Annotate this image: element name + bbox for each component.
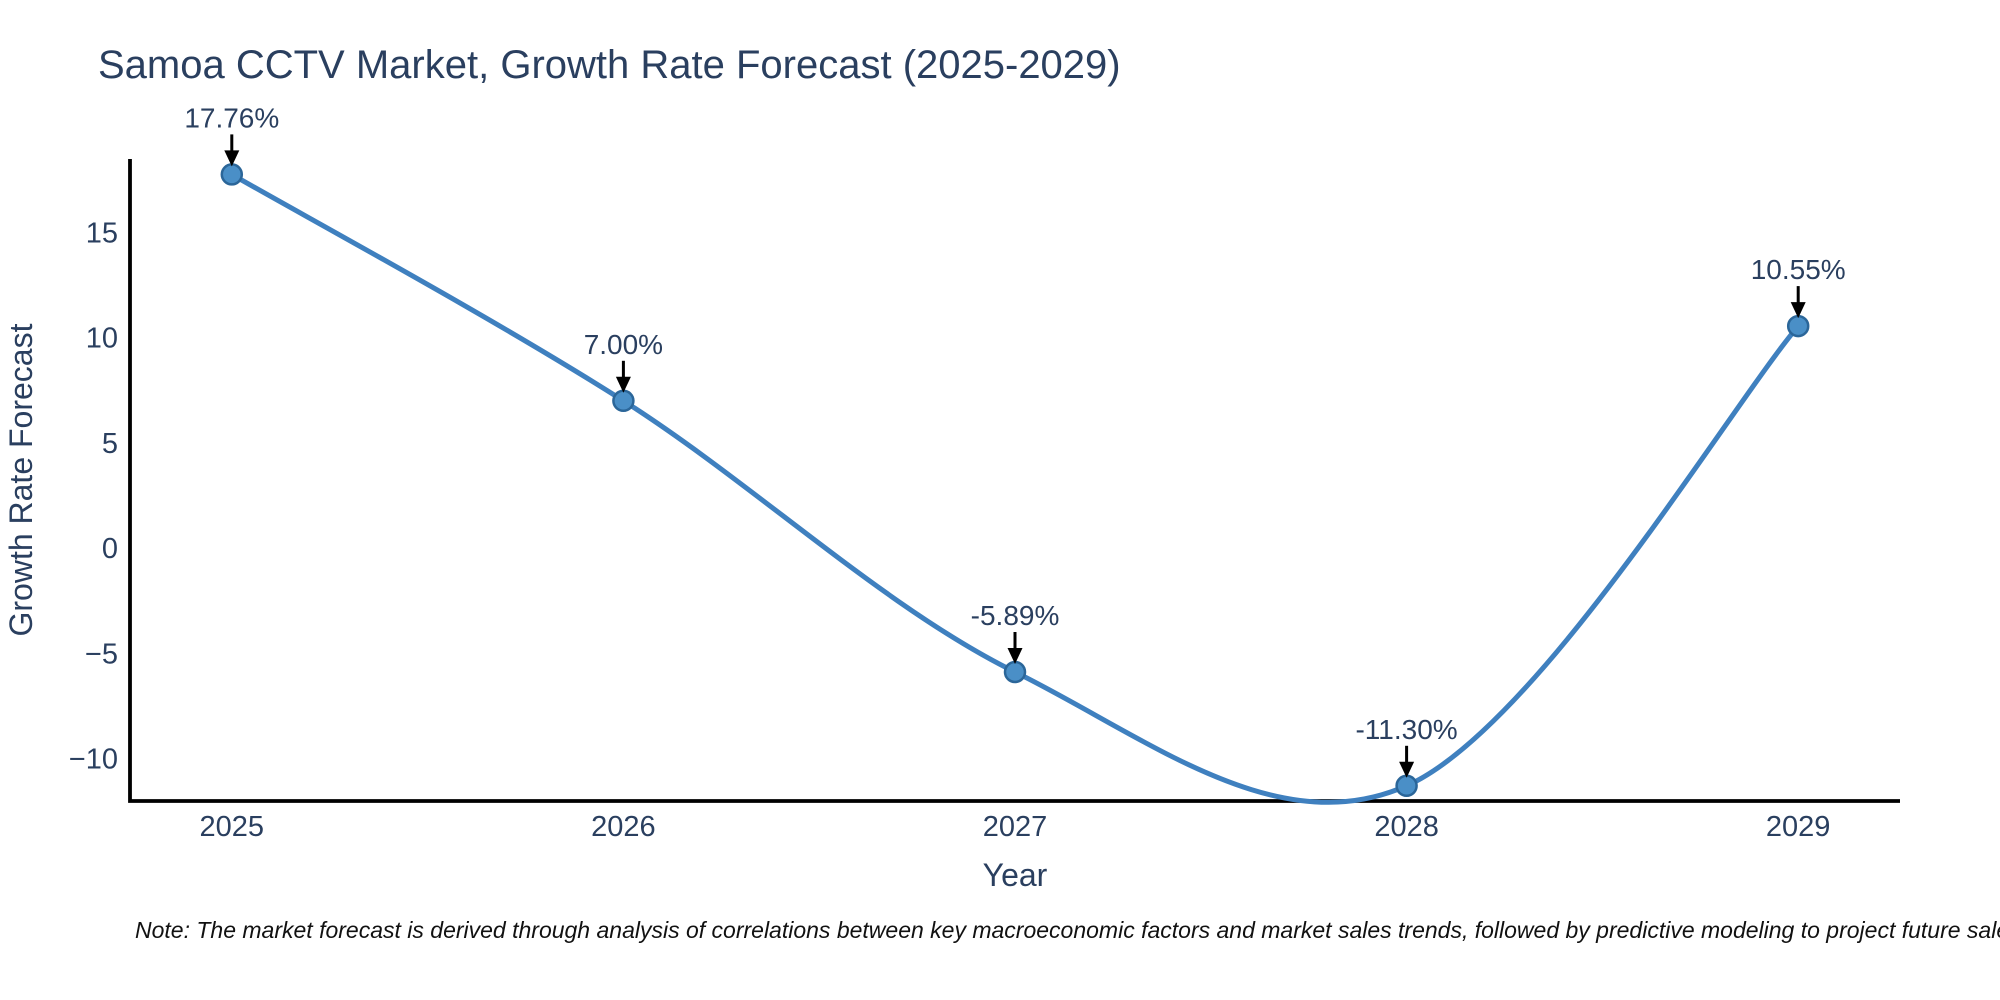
annotation-arrowhead <box>1007 648 1023 664</box>
annotation-arrowhead <box>1790 302 1806 319</box>
y-tick-label: 15 <box>86 217 118 249</box>
x-tick-label: 2026 <box>591 811 656 843</box>
x-tick-label: 2027 <box>983 811 1048 843</box>
x-tick-label: 2025 <box>200 811 265 843</box>
y-tick-label: −5 <box>85 638 118 670</box>
data-point-marker[interactable] <box>1786 314 1810 338</box>
annotation-label: 10.55% <box>1751 254 1846 285</box>
annotation-label: 7.00% <box>584 329 663 360</box>
y-tick-label: 5 <box>102 428 118 460</box>
y-tick-label: −10 <box>69 743 118 775</box>
data-point-marker[interactable] <box>1003 660 1027 684</box>
x-tick-label: 2029 <box>1766 811 1831 843</box>
data-point-markers <box>220 163 1810 798</box>
forecast-spline-line <box>229 171 1801 805</box>
annotation-arrowhead <box>224 150 240 167</box>
axis-spines <box>128 159 1900 803</box>
x-tick-label: 2028 <box>1374 811 1439 843</box>
data-point-marker[interactable] <box>1395 774 1418 798</box>
point-annotations: 17.76% 7.00% -5.89% -11.30% 10.55% <box>184 102 1846 778</box>
y-axis-title: Growth Rate Forecast <box>3 323 39 636</box>
footnote: Note: The market forecast is derived thr… <box>135 917 2000 943</box>
y-tick-label: 10 <box>86 323 118 355</box>
annotation-arrowhead <box>615 376 631 393</box>
annotation-label: -5.89% <box>971 600 1060 631</box>
annotation-arrowhead <box>1399 761 1415 778</box>
data-point-marker[interactable] <box>220 163 244 186</box>
y-axis-tick-labels: 15 10 5 0 −5 −10 <box>69 217 118 775</box>
data-point-marker[interactable] <box>612 389 635 413</box>
x-axis-title: Year <box>983 857 1048 893</box>
annotation-label: -11.30% <box>1355 714 1457 745</box>
y-tick-label: 0 <box>102 533 118 565</box>
x-axis-tick-labels: 2025 2026 2027 2028 2029 <box>200 811 1831 843</box>
annotation-label: 17.76% <box>184 102 279 133</box>
chart-title: Samoa CCTV Market, Growth Rate Forecast … <box>98 43 1121 87</box>
